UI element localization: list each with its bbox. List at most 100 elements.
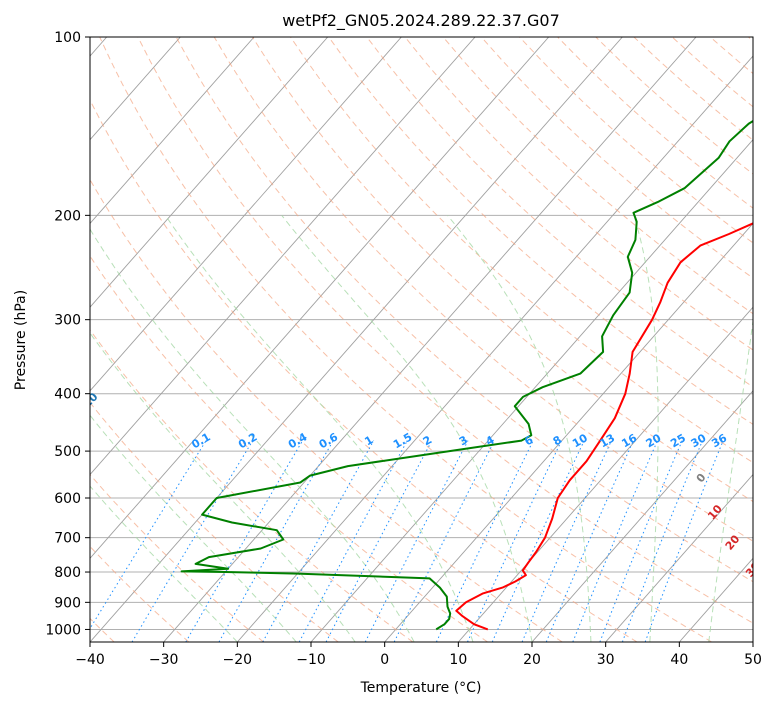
mixing-ratio-label: 0.6 bbox=[317, 430, 341, 451]
isotherm-line bbox=[457, 306, 753, 642]
x-tick-label: 30 bbox=[597, 652, 615, 668]
mixing-ratio-line bbox=[364, 440, 469, 642]
x-tick-label: 50 bbox=[744, 652, 762, 668]
moist-adiabat-line bbox=[447, 214, 592, 642]
x-tick-label: −40 bbox=[75, 652, 105, 668]
mixing-ratio-label: 13 bbox=[597, 431, 617, 450]
mixing-ratio-line bbox=[325, 440, 433, 642]
mixing-ratio-line bbox=[90, 440, 207, 630]
y-tick-label: 600 bbox=[54, 491, 81, 507]
x-tick-label: −30 bbox=[149, 652, 179, 668]
mixing-ratio-label: 0.1 bbox=[189, 430, 212, 451]
mixing-ratio-line bbox=[644, 440, 724, 642]
dry-adiabat-line bbox=[90, 329, 414, 642]
y-tick-label: 800 bbox=[54, 565, 81, 581]
isotherm-line bbox=[163, 37, 697, 642]
mixing-ratio-label: 36 bbox=[709, 431, 729, 450]
dry-adiabat-line bbox=[137, 37, 753, 624]
y-axis-ticks: 100 200 300 400 500 600 700 800 900 1000 bbox=[45, 30, 90, 638]
mixing-ratio-label: 0.2 bbox=[236, 430, 259, 451]
dry-adiabat-line bbox=[290, 37, 753, 464]
mixing-ratio-line bbox=[599, 440, 683, 642]
mixing-ratio-line bbox=[298, 440, 408, 642]
isotherm-line bbox=[90, 37, 329, 308]
dry-adiabat-line bbox=[404, 37, 753, 351]
isotherm-line bbox=[90, 37, 181, 141]
dry-adiabat-line bbox=[328, 37, 753, 425]
moist-adiabat-label: 30 bbox=[743, 559, 763, 579]
dry-adiabat-line bbox=[671, 37, 753, 108]
y-tick-label: 500 bbox=[54, 444, 81, 460]
dry-adiabat-line bbox=[99, 37, 712, 642]
isotherm-line bbox=[90, 37, 476, 476]
isotherm-line bbox=[605, 473, 753, 642]
chart-title: wetPf2_GN05.2024.289.22.37.G07 bbox=[282, 11, 560, 31]
mixing-ratio-line bbox=[393, 440, 495, 642]
mixing-ratio-label: 16 bbox=[619, 431, 639, 450]
dry-adiabat-line bbox=[90, 178, 563, 642]
moist-adiabat-line bbox=[90, 485, 238, 642]
y-tick-label: 200 bbox=[54, 208, 81, 224]
moist-adiabat-label: 40 bbox=[766, 584, 775, 604]
isotherm-line bbox=[90, 37, 255, 225]
y-tick-label: 100 bbox=[54, 30, 81, 46]
moist-adiabat-line bbox=[90, 228, 415, 642]
y-tick-label: 1000 bbox=[45, 622, 81, 638]
dry-adiabat-line bbox=[90, 473, 264, 642]
dry-adiabat-line bbox=[90, 545, 190, 642]
isotherm-line bbox=[384, 222, 753, 642]
mixing-ratio-label: 25 bbox=[668, 431, 688, 450]
dry-adiabat-line bbox=[175, 37, 753, 583]
dry-adiabat-line bbox=[213, 37, 753, 542]
plot-frame bbox=[89, 36, 754, 643]
mixing-ratio-line bbox=[435, 440, 534, 642]
dry-adiabat-line bbox=[557, 37, 753, 209]
y-tick-label: 300 bbox=[54, 313, 81, 329]
mixing-ratio-line bbox=[621, 440, 703, 642]
y-tick-label: 700 bbox=[54, 531, 81, 547]
mixing-ratio-label: 10 bbox=[570, 431, 590, 450]
dry-adiabat-line bbox=[251, 37, 753, 503]
mixing-ratio-line bbox=[131, 440, 254, 642]
y-axis-title: Pressure (hPa) bbox=[13, 290, 29, 390]
isotherm-line bbox=[90, 37, 402, 392]
moist-adiabat-line bbox=[281, 214, 533, 642]
x-tick-label: −10 bbox=[296, 652, 326, 668]
dry-adiabat-line bbox=[519, 37, 753, 244]
x-axis-title: Temperature (°C) bbox=[360, 680, 482, 696]
dry-adiabat-line bbox=[90, 98, 638, 642]
isotherm-line bbox=[678, 557, 753, 642]
mixing-ratio-label: 6 bbox=[522, 433, 535, 448]
x-tick-label: 10 bbox=[449, 652, 467, 668]
moist-adiabat-line bbox=[633, 215, 659, 642]
series-line bbox=[180, 119, 753, 631]
moist-adiabat-line bbox=[90, 332, 356, 642]
mixing-ratio-line bbox=[185, 440, 304, 642]
isotherm-line bbox=[236, 55, 753, 642]
dry-adiabat-line bbox=[748, 37, 753, 42]
mixing-ratio-label: 30 bbox=[689, 431, 709, 450]
isotherm-line bbox=[90, 37, 623, 642]
moist-adiabat-line bbox=[90, 414, 297, 642]
mixing-ratio-line bbox=[491, 440, 585, 642]
moist-adiabat-line bbox=[164, 215, 474, 642]
dry-adiabat-line bbox=[442, 37, 753, 315]
plot-area bbox=[90, 37, 753, 642]
moist-adiabat-label: 10 bbox=[705, 502, 725, 522]
dry-adiabat-line bbox=[90, 401, 339, 642]
mixing-ratio-label: 0.4 bbox=[286, 430, 310, 451]
isotherm-line bbox=[531, 390, 753, 642]
isotherm-line bbox=[752, 641, 753, 642]
y-tick-label: 900 bbox=[54, 595, 81, 611]
x-tick-label: −20 bbox=[223, 652, 253, 668]
mixing-ratio-label: 2 bbox=[421, 433, 434, 448]
x-axis-ticks: −40 −30 −20 −10 0 10 20 30 40 50 bbox=[75, 642, 762, 668]
mixing-ratio-line bbox=[262, 440, 375, 642]
mixing-ratio-line bbox=[572, 440, 659, 642]
mixing-ratio-label: 1.5 bbox=[391, 430, 414, 451]
y-tick-label: 400 bbox=[54, 387, 81, 403]
x-tick-label: 0 bbox=[380, 652, 389, 668]
series-line bbox=[455, 222, 753, 631]
x-tick-label: 40 bbox=[670, 652, 688, 668]
